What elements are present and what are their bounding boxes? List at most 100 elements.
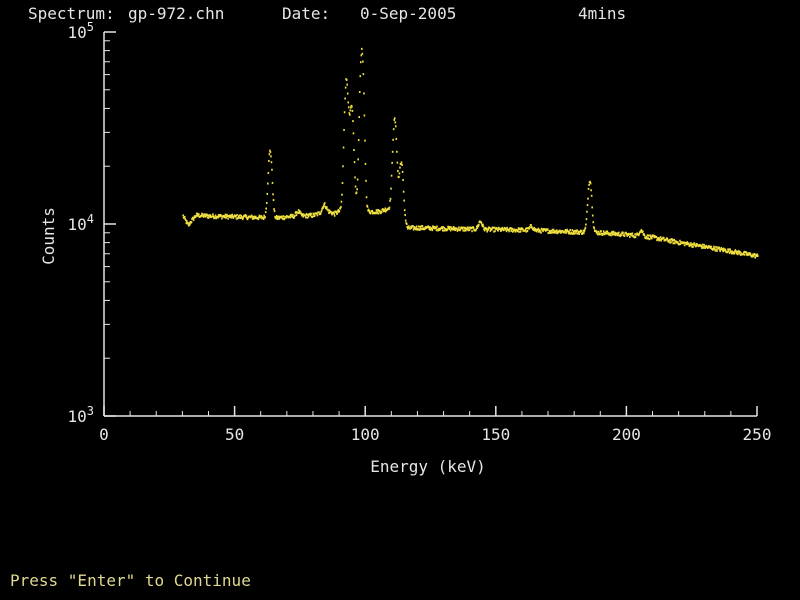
data-point <box>538 230 540 233</box>
data-point <box>341 193 343 196</box>
data-point <box>595 229 597 232</box>
data-point <box>395 137 398 140</box>
data-point <box>408 225 410 228</box>
data-point <box>188 224 190 227</box>
data-point <box>292 213 294 216</box>
data-point <box>683 244 686 247</box>
data-point <box>466 226 469 229</box>
data-point <box>549 230 551 233</box>
data-point <box>241 218 244 221</box>
data-point <box>388 206 391 209</box>
data-point <box>453 228 456 231</box>
data-point <box>692 245 694 248</box>
data-point <box>237 216 240 219</box>
data-point <box>225 215 228 218</box>
data-point <box>376 212 378 215</box>
data-point <box>419 228 421 231</box>
data-point <box>270 155 272 158</box>
data-point <box>333 214 336 217</box>
data-point <box>478 223 480 226</box>
data-point <box>368 209 370 212</box>
data-point <box>614 231 616 234</box>
data-point <box>434 227 436 230</box>
data-point <box>385 210 387 213</box>
data-point <box>496 227 498 230</box>
data-point <box>365 196 368 199</box>
data-point <box>324 205 327 208</box>
data-point <box>269 151 272 154</box>
data-point <box>348 112 351 115</box>
data-point <box>590 194 593 197</box>
data-point <box>364 139 366 142</box>
data-point <box>671 238 673 241</box>
data-point <box>533 229 536 232</box>
data-point <box>356 178 359 181</box>
data-point <box>340 205 342 208</box>
data-point <box>429 228 432 231</box>
data-point <box>565 231 567 234</box>
data-point <box>501 226 504 229</box>
data-point <box>560 231 563 234</box>
data-point <box>433 225 436 228</box>
data-point <box>706 245 708 248</box>
data-point <box>755 255 758 258</box>
data-point <box>192 216 194 219</box>
data-point <box>452 226 455 229</box>
data-point <box>555 230 557 233</box>
data-point <box>259 216 262 219</box>
data-point <box>533 226 536 229</box>
data-point <box>668 239 671 242</box>
data-point <box>532 228 535 231</box>
data-point <box>352 120 354 123</box>
data-point <box>441 229 444 232</box>
data-point <box>736 250 738 253</box>
data-point <box>666 238 669 241</box>
data-point <box>631 232 634 235</box>
data-point <box>363 114 366 117</box>
data-point <box>733 252 736 255</box>
data-point <box>375 209 378 212</box>
data-point <box>285 216 287 219</box>
data-point <box>424 227 426 230</box>
data-point <box>483 228 485 231</box>
data-point <box>251 215 253 218</box>
data-point <box>645 235 648 238</box>
data-point <box>225 216 227 219</box>
data-point <box>748 253 750 256</box>
data-point <box>716 249 718 252</box>
data-point <box>563 231 566 234</box>
data-point <box>314 214 316 217</box>
data-point <box>629 235 631 238</box>
data-point <box>257 218 260 221</box>
data-point <box>519 230 522 233</box>
data-point <box>435 226 437 229</box>
data-point <box>206 216 209 219</box>
data-point <box>330 210 332 213</box>
data-point <box>715 245 717 248</box>
data-point <box>291 215 294 218</box>
data-point <box>597 233 599 236</box>
data-point <box>438 229 441 232</box>
data-point <box>362 60 364 63</box>
data-point <box>440 226 443 229</box>
data-point <box>581 233 584 236</box>
data-point <box>328 209 331 212</box>
data-point <box>258 214 261 217</box>
data-point <box>227 217 229 220</box>
data-point <box>471 230 473 233</box>
data-point <box>236 214 238 217</box>
data-point <box>288 215 291 218</box>
data-point <box>481 225 484 228</box>
data-point <box>354 185 357 188</box>
data-point <box>264 216 266 219</box>
data-point <box>272 193 274 196</box>
data-point <box>349 109 352 112</box>
date-value: 0-Sep-2005 <box>360 4 457 23</box>
data-point <box>273 208 275 211</box>
data-point <box>392 138 394 141</box>
data-point <box>466 228 468 231</box>
data-point <box>517 228 519 231</box>
data-point <box>531 226 533 229</box>
data-point <box>749 252 752 255</box>
data-point <box>468 229 471 232</box>
